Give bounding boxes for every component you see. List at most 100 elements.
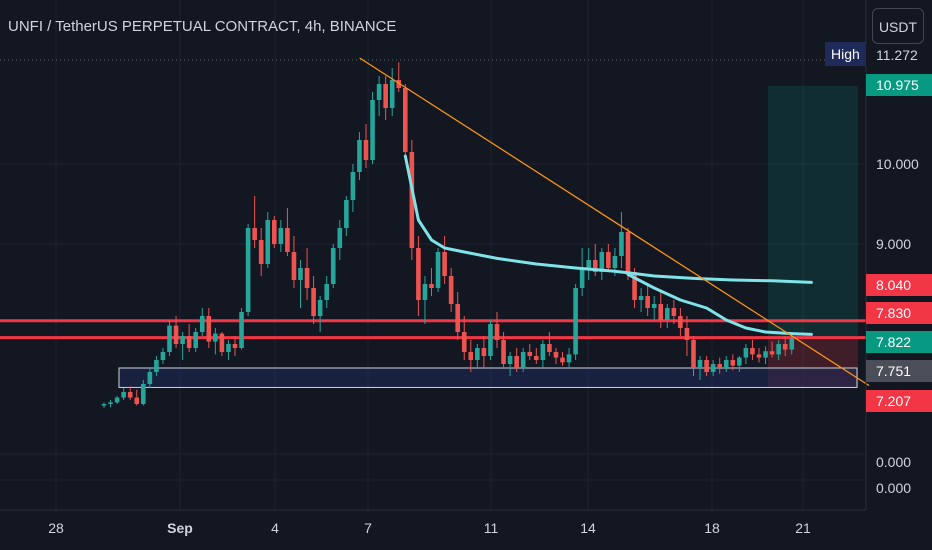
candle-body	[592, 260, 598, 272]
candle-body	[678, 316, 683, 328]
profit-zone	[768, 86, 858, 339]
candle-body	[311, 288, 316, 316]
moving-average-line-2	[626, 272, 813, 336]
candle-body	[723, 360, 729, 368]
candle-body	[435, 252, 441, 288]
candles	[101, 62, 795, 408]
x-tick-label: 28	[48, 520, 64, 536]
candle-body	[317, 300, 323, 316]
candle-body	[520, 352, 526, 368]
y-tick-label: 9.000	[876, 236, 912, 252]
candle-body	[429, 284, 434, 288]
x-tick-label: 11	[483, 520, 499, 536]
candle-body	[710, 364, 716, 372]
candle-body	[245, 228, 251, 312]
candle-body	[350, 172, 356, 200]
candle-body	[743, 348, 749, 358]
candle-body	[553, 352, 559, 358]
candle-body	[704, 360, 709, 372]
candle-body	[389, 80, 395, 108]
candle-body	[789, 338, 795, 350]
candle-body	[134, 397, 140, 404]
current-price-tag: 7.822	[866, 331, 932, 353]
candle-body	[573, 288, 578, 355]
candle-body	[298, 268, 303, 280]
candle-body	[455, 304, 460, 332]
candle-body	[566, 354, 572, 363]
candle-body	[763, 351, 768, 358]
candle-body	[527, 352, 533, 356]
candle-body	[173, 325, 179, 344]
candle-body	[396, 80, 402, 88]
candle-body	[370, 100, 375, 160]
candle-body	[658, 304, 664, 320]
candle-body	[632, 272, 637, 300]
candle-body	[645, 296, 650, 308]
candle-body	[291, 252, 297, 280]
candle-body	[226, 344, 231, 352]
candle-body	[206, 316, 212, 342]
candle-body	[265, 220, 271, 264]
candle-body	[383, 84, 388, 108]
resistance-upper-price-tag: 8.040	[866, 274, 932, 296]
candle-body	[213, 333, 218, 342]
candle-body	[357, 140, 362, 172]
trendline	[359, 57, 870, 387]
candle-body	[730, 360, 736, 366]
candle-body	[258, 240, 264, 264]
candle-body	[219, 333, 225, 352]
high-label: High	[825, 42, 866, 66]
candle-body	[782, 344, 788, 350]
candle-body	[534, 356, 539, 360]
candle-body	[114, 397, 120, 403]
candle-body	[494, 324, 500, 340]
candle-body	[691, 340, 696, 368]
resistance-price-tag: 7.830	[866, 302, 932, 324]
candle-body	[108, 402, 113, 404]
zones	[0, 86, 866, 388]
candle-body	[481, 348, 487, 356]
candle-body	[193, 332, 198, 348]
support-price-tag: 7.751	[866, 360, 932, 382]
candle-body	[501, 340, 506, 364]
candle-body	[612, 256, 618, 268]
candle-body	[540, 344, 546, 360]
moving-average-line	[403, 154, 813, 284]
candle-body	[475, 348, 480, 360]
candle-body	[579, 268, 585, 288]
candle-body	[756, 354, 762, 358]
candle-body	[619, 232, 624, 256]
candle-body	[101, 404, 107, 406]
candle-body	[717, 364, 722, 368]
candle-body	[671, 308, 677, 316]
candle-body	[422, 284, 428, 300]
candle-body	[507, 356, 513, 364]
candle-body	[285, 228, 290, 252]
chart-title: UNFI / TetherUS PERPETUAL CONTRACT, 4h, …	[8, 18, 397, 35]
candle-body	[514, 356, 519, 368]
candle-body	[560, 357, 565, 363]
candle-body	[750, 348, 755, 355]
high-price-tag: 11.272	[866, 44, 932, 66]
candle-body	[330, 248, 336, 284]
candle-body	[488, 324, 493, 356]
candle-body	[468, 352, 474, 360]
candle-body	[684, 328, 690, 340]
candle-body	[461, 332, 467, 352]
candle-body	[697, 360, 703, 368]
candle-body	[363, 140, 369, 160]
candle-body	[199, 316, 205, 332]
candle-body	[252, 228, 257, 240]
candle-body	[638, 296, 644, 300]
candle-body	[278, 228, 284, 244]
candle-body	[776, 344, 781, 355]
y-tick-label: 0.000	[876, 480, 912, 496]
currency-button[interactable]: USDT	[872, 8, 924, 44]
x-tick-label: 14	[580, 520, 596, 536]
candle-body	[403, 88, 408, 152]
candle-body	[239, 312, 244, 348]
candle-body	[448, 276, 454, 304]
candle-body	[304, 268, 310, 288]
candle-body	[147, 372, 153, 384]
